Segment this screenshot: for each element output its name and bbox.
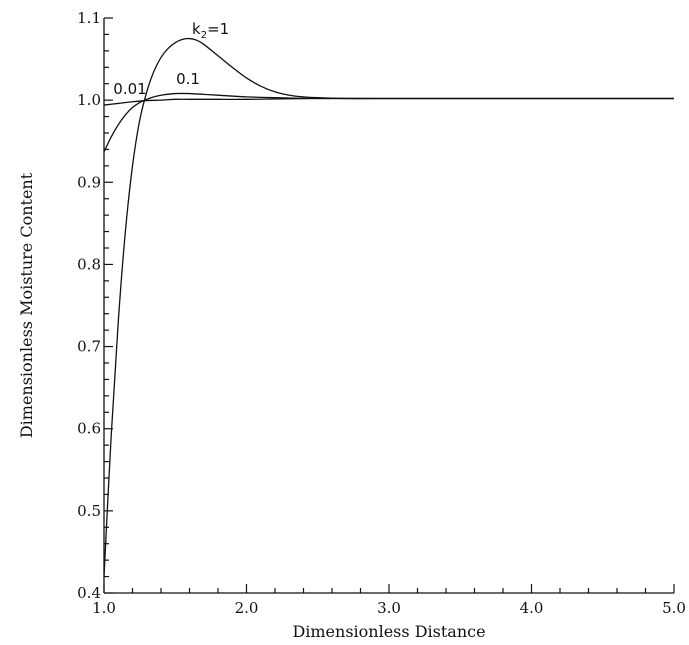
y-tick-label: 0.8 <box>77 255 101 273</box>
x-axis-title: Dimensionless Distance <box>292 622 485 641</box>
series-line-2 <box>103 97 674 106</box>
series-labels: k2=1 0.1 0.01 <box>113 20 229 98</box>
y-tick-label: 0.7 <box>77 338 101 356</box>
axes <box>103 18 674 594</box>
x-axis-ticks: 1.0 2.0 3.0 4.0 5.0 <box>92 584 686 617</box>
y-tick-label: 0.9 <box>77 173 101 191</box>
y-tick-label: 0.4 <box>77 584 101 602</box>
series-layer <box>103 37 674 577</box>
y-tick-label: 1.1 <box>77 9 101 27</box>
y-axis-ticks: 0.4 0.5 0.6 0.7 0.8 0.9 1.0 1.1 <box>77 9 113 602</box>
series-line-1 <box>103 92 674 153</box>
x-tick-label: 4.0 <box>520 599 544 617</box>
series-line-0 <box>103 37 674 577</box>
y-tick-label: 0.5 <box>77 502 101 520</box>
y-tick-label: 1.0 <box>77 91 101 109</box>
y-tick-label: 0.6 <box>77 420 101 438</box>
x-tick-label: 2.0 <box>235 599 259 617</box>
x-tick-label: 5.0 <box>662 599 686 617</box>
series-label-0: k2=1 <box>192 20 229 41</box>
x-tick-label: 1.0 <box>92 599 116 617</box>
x-tick-label: 3.0 <box>377 599 401 617</box>
y-axis-title: Dimensionless Moisture Content <box>17 172 36 438</box>
series-label-2: 0.01 <box>113 80 146 98</box>
series-label-1: 0.1 <box>176 70 200 88</box>
